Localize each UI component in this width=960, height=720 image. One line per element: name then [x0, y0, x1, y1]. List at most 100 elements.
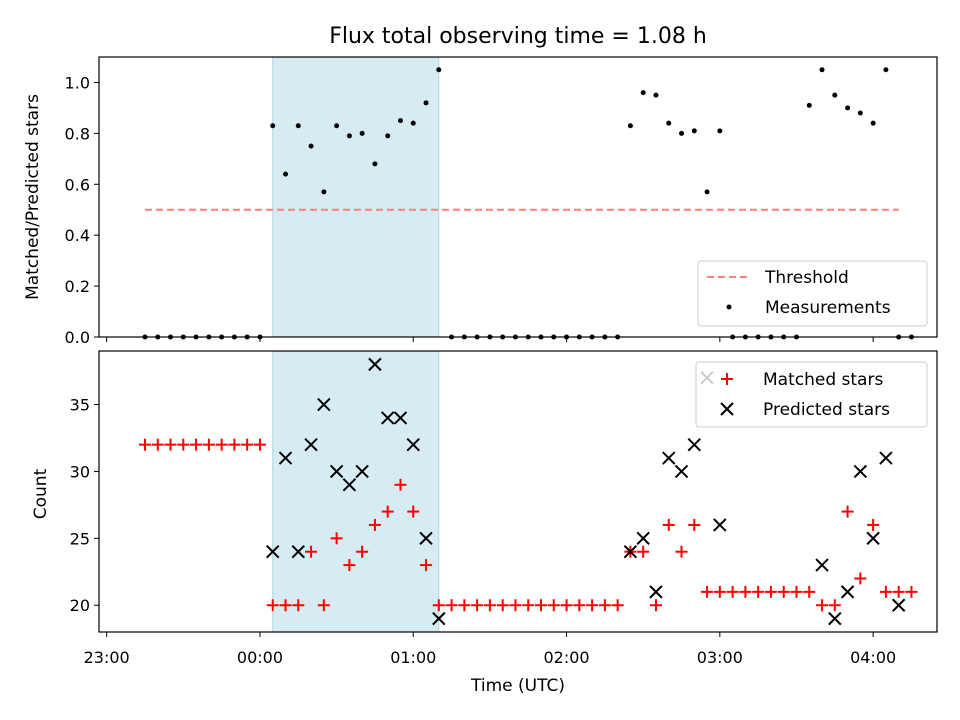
measurement-point — [321, 189, 327, 195]
matched-star-point — [177, 438, 190, 451]
predicted-star-point — [419, 531, 433, 546]
matched-star-point — [611, 599, 624, 612]
measurement-point — [423, 100, 429, 106]
x-tick-label: 02:00 — [543, 648, 589, 667]
measurement-point — [653, 92, 659, 98]
predicted-star-point — [317, 397, 331, 412]
predicted-star-point — [840, 585, 855, 599]
matched-star-point — [752, 585, 765, 598]
matched-star-point — [522, 599, 535, 612]
matched-star-point — [675, 545, 688, 558]
figure-title: Flux total observing time = 1.08 h — [329, 24, 707, 49]
legend-measurements-swatch — [726, 304, 732, 310]
matched-star-point — [483, 599, 496, 612]
measurement-point — [334, 123, 340, 129]
predicted-star-point — [879, 451, 893, 465]
matched-star-point — [330, 532, 343, 545]
matched-star-point — [471, 599, 484, 612]
measurement-point — [691, 128, 697, 134]
x-tick-label: 03:00 — [697, 648, 743, 667]
predicted-star-point — [662, 451, 676, 465]
ratio-panel-legend: Threshold Measurements — [697, 260, 928, 327]
matched-star-point — [867, 518, 880, 531]
measurement-point — [436, 67, 442, 73]
legend-matched-label: Matched stars — [763, 370, 883, 390]
matched-star-point — [547, 599, 560, 612]
legend-threshold-label: Threshold — [764, 268, 849, 288]
measurement-point — [832, 92, 838, 98]
count-panel: 20 25 30 35 23:00 00:00 01:00 02:00 03:00 04:00 — [70, 350, 938, 667]
y-tick-label: 20 — [70, 596, 90, 615]
predicted-star-point — [266, 545, 280, 559]
matched-star-point — [215, 438, 228, 451]
measurement-point — [806, 102, 812, 108]
matched-star-point — [407, 505, 420, 518]
matched-star-point — [534, 599, 547, 612]
matched-star-point — [854, 572, 867, 585]
ratio-panel: 0.0 0.2 0.4 0.6 0.8 1.0 — [65, 56, 938, 347]
measurement-point — [283, 171, 289, 177]
measurement-point — [359, 130, 365, 136]
predicted-star-point — [687, 437, 701, 452]
matched-star-point — [266, 599, 279, 612]
y-tick-label: 1.0 — [65, 73, 90, 92]
matched-star-point — [241, 438, 254, 451]
matched-star-point — [305, 545, 318, 558]
x-tick-label: 04:00 — [850, 648, 896, 667]
highlight-span — [272, 56, 440, 338]
predicted-star-point — [674, 464, 689, 479]
matched-star-point — [637, 545, 650, 558]
predicted-star-point — [406, 437, 420, 452]
matched-star-point — [777, 585, 790, 598]
y-tick-label: 25 — [70, 529, 90, 548]
predicted-star-point — [853, 464, 868, 479]
matched-star-point — [368, 518, 381, 531]
matched-star-point — [905, 585, 918, 598]
measurement-point — [295, 123, 301, 129]
matched-star-point — [279, 599, 292, 612]
matched-star-point — [586, 599, 599, 612]
matched-star-point — [420, 559, 433, 572]
count-panel-ylabel: Count — [31, 468, 51, 519]
measurement-point — [372, 161, 378, 167]
count-panel-legend: Matched stars Predicted stars — [695, 361, 928, 428]
matched-star-point — [138, 438, 151, 451]
matched-star-point — [202, 438, 215, 451]
matched-star-point — [381, 505, 394, 518]
measurement-point — [666, 120, 672, 126]
x-axis-label: Time (UTC) — [470, 676, 565, 696]
measurement-point — [270, 123, 276, 129]
measurement-point — [385, 133, 391, 139]
measurement-point — [346, 133, 352, 139]
predicted-star-point — [891, 598, 906, 612]
predicted-star-point — [291, 545, 305, 559]
predicted-star-point — [304, 437, 318, 452]
axes-frame — [98, 56, 938, 338]
matched-star-point — [701, 585, 714, 598]
measurement-point — [627, 123, 633, 129]
legend-predicted-swatch — [720, 402, 734, 416]
matched-star-point — [458, 599, 471, 612]
ratio-panel-ylabel: Matched/Predicted stars — [23, 94, 43, 300]
predicted-star-point — [380, 411, 395, 425]
legend-matched-swatch — [721, 373, 733, 385]
matched-star-point — [790, 585, 803, 598]
matched-star-point — [816, 599, 829, 612]
matched-star-point — [726, 585, 739, 598]
predicted-star-point — [342, 478, 357, 492]
matched-star-point — [394, 478, 407, 491]
predicted-star-point — [713, 518, 727, 532]
predicted-star-point — [393, 411, 408, 425]
matched-star-point — [688, 518, 701, 531]
predicted-star-point — [368, 357, 382, 372]
matched-star-point — [190, 438, 203, 451]
predicted-star-point — [828, 611, 842, 626]
y-tick-label: 0.8 — [65, 124, 90, 143]
matched-star-point — [879, 585, 892, 598]
matched-star-point — [739, 585, 752, 598]
matched-star-point — [356, 545, 369, 558]
measurement-point — [857, 110, 863, 116]
measurement-point — [819, 67, 825, 73]
y-tick-label: 0.2 — [65, 277, 90, 296]
